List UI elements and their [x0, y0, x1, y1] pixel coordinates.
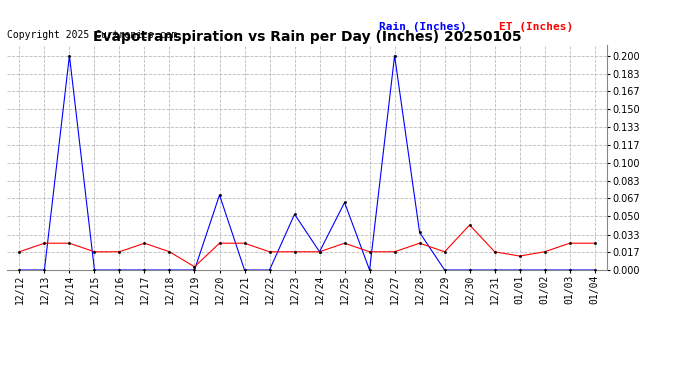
Text: Copyright 2025 Curtronics.com: Copyright 2025 Curtronics.com	[7, 30, 177, 40]
Text: ET (Inches): ET (Inches)	[499, 21, 573, 32]
Text: Rain (Inches): Rain (Inches)	[379, 21, 467, 32]
Title: Evapotranspiration vs Rain per Day (Inches) 20250105: Evapotranspiration vs Rain per Day (Inch…	[92, 30, 522, 44]
